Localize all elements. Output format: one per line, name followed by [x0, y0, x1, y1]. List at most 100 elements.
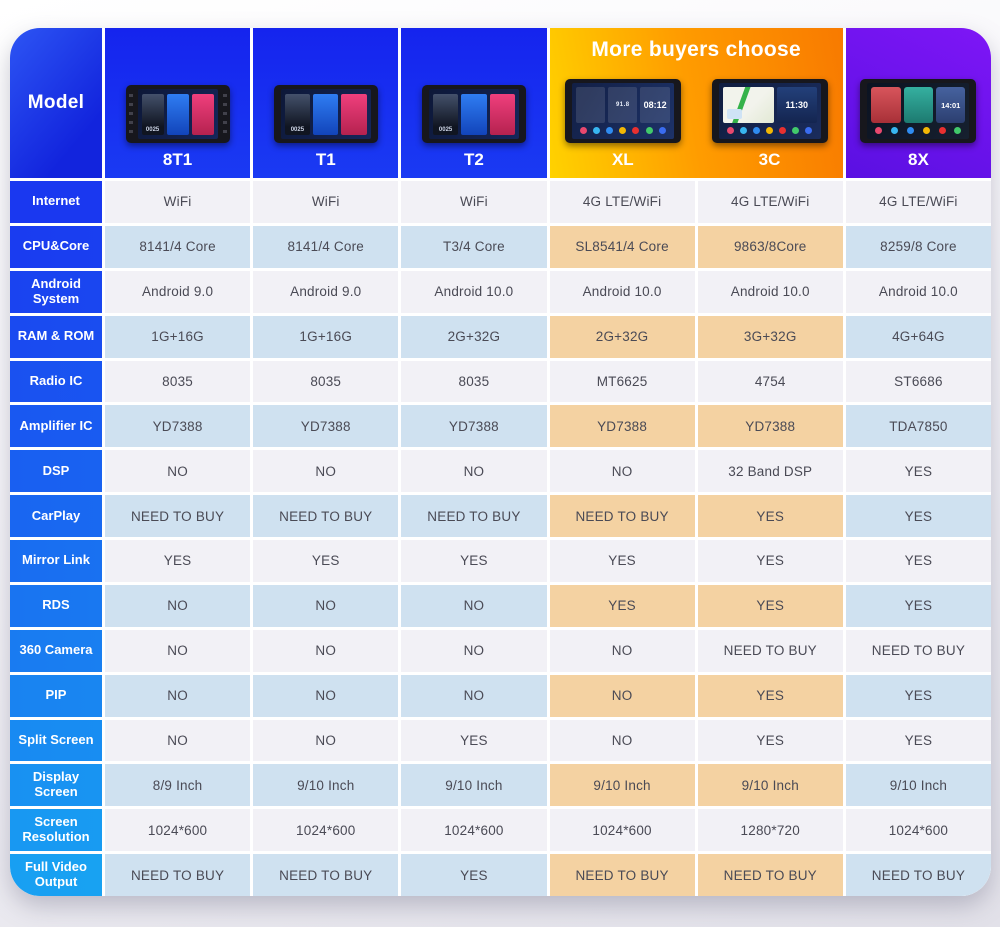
column-label-3c: 3C: [758, 150, 781, 169]
cell-pip-t2: NO: [401, 674, 547, 717]
cell-full-video-output-3c: NEED TO BUY: [697, 854, 843, 896]
clock-panel: 11:30: [776, 87, 817, 123]
screen-tile: 08:12: [640, 87, 670, 123]
row-label-full-video-output: Full Video Output: [10, 854, 102, 896]
row-label-cpu-core: CPU&Core: [10, 225, 102, 268]
cell-ram-rom-t2: 2G+32G: [401, 315, 547, 358]
cell-carplay-8t1: NEED TO BUY: [105, 495, 251, 537]
row-label-amplifier-ic: Amplifier IC: [10, 405, 102, 448]
cell-cpu-core-xl: SL8541/4 Core: [549, 225, 695, 268]
cell-ram-rom-t1: 1G+16G: [253, 315, 399, 358]
column-label-t2: T2: [463, 150, 484, 169]
app-icon: [805, 127, 813, 134]
cell-full-video-output-t2: YES: [401, 854, 547, 896]
device-t1: 0025: [273, 85, 378, 143]
cell-radio-ic-t1: 8035: [253, 360, 399, 403]
app-icon: [907, 127, 914, 134]
app-icons-row: [871, 126, 965, 135]
cell-screen-resolution-3c: 1280*720: [697, 809, 843, 852]
cell-android-system-8x: Android 10.0: [845, 270, 991, 313]
app-icon: [606, 127, 614, 134]
cell-mirror-link-xl: YES: [549, 540, 695, 582]
device-image-8t1: 0025: [125, 85, 230, 143]
cell-screen-resolution-t2: 1024*600: [401, 809, 547, 852]
device-image-8x: 14:01: [860, 79, 977, 143]
cell-rds-8x: YES: [845, 584, 991, 627]
device-xl: 91.8 08:12: [564, 79, 681, 143]
cell-mirror-link-8t1: YES: [105, 540, 251, 582]
column-label-t1: T1: [315, 150, 336, 169]
app-icon: [779, 127, 787, 134]
device-8x: 14:01: [860, 79, 977, 143]
cell-ram-rom-8x: 4G+64G: [845, 315, 991, 358]
screen-card: [166, 94, 189, 135]
cell-rds-xl: YES: [549, 584, 695, 627]
screen-card: 0025: [284, 94, 311, 135]
app-icon: [579, 127, 587, 134]
column-label-xl: XL: [611, 150, 634, 169]
row-label-360-camera: 360 Camera: [10, 629, 102, 672]
column-header-t1: 0025 T1: [253, 28, 399, 178]
app-icon: [765, 127, 773, 134]
cell-ram-rom-8t1: 1G+16G: [105, 315, 251, 358]
cell-full-video-output-t1: NEED TO BUY: [253, 854, 399, 896]
cell-360-camera-3c: NEED TO BUY: [697, 629, 843, 672]
cell-cpu-core-t2: T3/4 Core: [401, 225, 547, 268]
cell-split-screen-t2: YES: [401, 719, 547, 762]
wallpaper-clock-text: 0025: [145, 127, 160, 133]
cell-360-camera-t1: NO: [253, 629, 399, 672]
device-image-xl: 91.8 08:12: [564, 79, 681, 143]
cell-display-screen-t1: 9/10 Inch: [253, 764, 399, 807]
cell-amplifier-ic-3c: YD7388: [697, 405, 843, 448]
device-image-3c: 11:30: [711, 79, 828, 143]
model-header-label: Model: [27, 92, 85, 113]
app-icon: [891, 127, 899, 134]
device-image-t1: 0025: [273, 85, 378, 143]
cell-360-camera-xl: NO: [549, 629, 695, 672]
app-icon: [726, 127, 734, 134]
cell-pip-8x: YES: [845, 674, 991, 717]
cell-split-screen-3c: YES: [697, 719, 843, 762]
column-header-8t1: 0025 8T1: [105, 28, 251, 178]
row-label-carplay: CarPlay: [10, 495, 102, 537]
cell-rds-t2: NO: [401, 584, 547, 627]
screen-card: [313, 94, 339, 135]
cell-display-screen-xl: 9/10 Inch: [549, 764, 695, 807]
cell-dsp-t2: NO: [401, 450, 547, 493]
cell-cpu-core-8t1: 8141/4 Core: [105, 225, 251, 268]
row-label-rds: RDS: [10, 584, 102, 627]
column-header-8x: 14:01 8X: [845, 28, 991, 178]
cell-pip-3c: YES: [697, 674, 843, 717]
cell-amplifier-ic-8x: TDA7850: [845, 405, 991, 448]
column-header-3c: 11:30 3C: [696, 64, 843, 178]
banner-title: More buyers choose: [591, 38, 801, 61]
clock-text: 14:01: [941, 100, 961, 110]
screen-card: 14:01: [936, 87, 966, 123]
screen-card: 0025: [141, 94, 164, 135]
app-icons-row: [723, 126, 817, 135]
app-icon: [645, 127, 653, 134]
cell-split-screen-t1: NO: [253, 719, 399, 762]
cell-display-screen-3c: 9/10 Inch: [697, 764, 843, 807]
model-header-cell: Model: [10, 28, 102, 178]
screen-card: 0025: [432, 94, 459, 135]
screen-card: [903, 87, 934, 123]
cell-radio-ic-t2: 8035: [401, 360, 547, 403]
cell-mirror-link-t2: YES: [401, 540, 547, 582]
navigation-map: [722, 87, 774, 123]
cell-internet-3c: 4G LTE/WiFi: [697, 181, 843, 223]
screen-card: [191, 94, 214, 135]
cell-split-screen-8t1: NO: [105, 719, 251, 762]
cell-carplay-3c: YES: [697, 495, 843, 537]
cell-dsp-xl: NO: [549, 450, 695, 493]
cell-carplay-xl: NEED TO BUY: [549, 495, 695, 537]
cell-rds-3c: YES: [697, 584, 843, 627]
cell-internet-8t1: WiFi: [105, 181, 251, 223]
screen-card: [489, 94, 515, 135]
row-label-android-system: Android System: [10, 270, 102, 313]
row-label-dsp: DSP: [10, 450, 102, 493]
app-icons-row: [576, 126, 670, 135]
cell-pip-8t1: NO: [105, 674, 251, 717]
cell-cpu-core-3c: 9863/8Core: [697, 225, 843, 268]
cell-carplay-8x: YES: [845, 495, 991, 537]
